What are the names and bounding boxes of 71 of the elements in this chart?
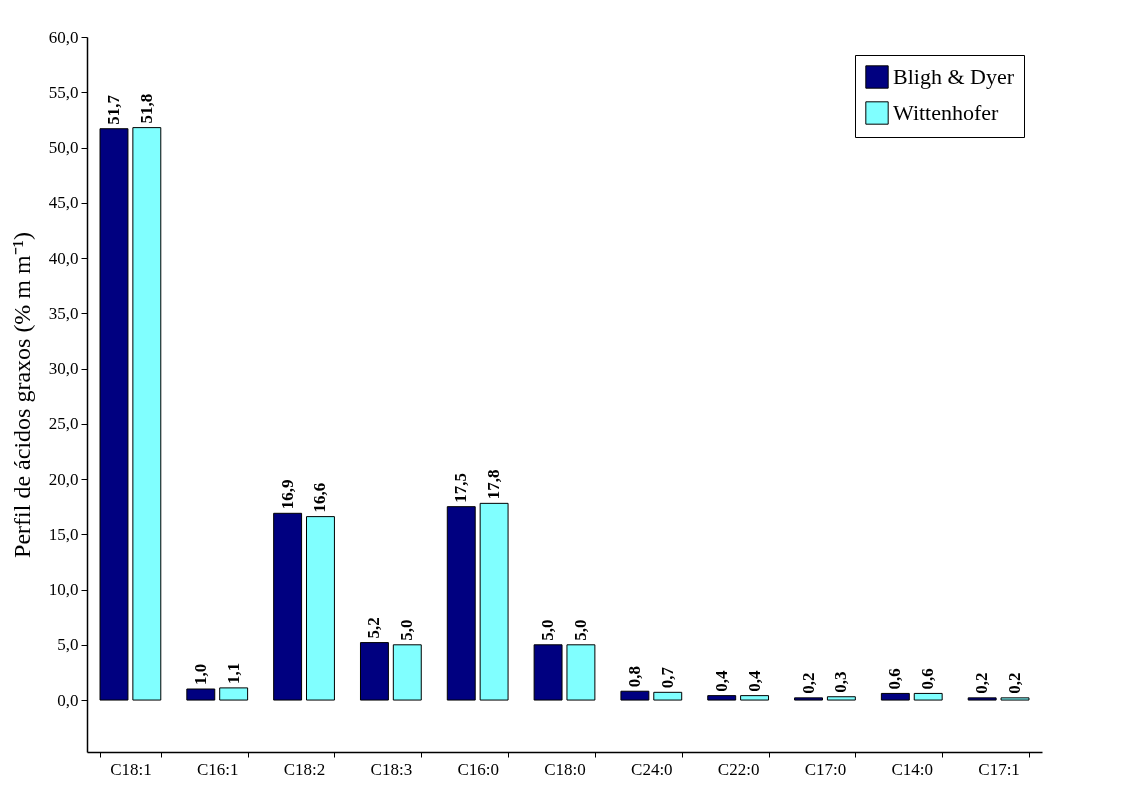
x-tick-label: C14:0 [891,759,934,779]
y-tick-label: 5,0 [57,635,79,655]
bar [533,644,563,701]
bar [794,697,823,701]
bar [219,687,249,701]
data-label: 16,6 [310,482,330,513]
data-label: 0,6 [885,668,905,690]
bar [967,697,997,701]
bar [273,512,303,701]
data-label: 5,0 [397,619,417,641]
bar [826,696,856,701]
data-label: 5,0 [538,619,558,641]
y-tick-label: 55,0 [48,82,79,102]
x-tick-label: C18:3 [370,759,413,779]
y-tick-label: 0,0 [57,690,79,710]
y-tick-label: 20,0 [48,469,79,489]
legend-label: Wittenhofer [893,100,1000,125]
bar [1000,697,1030,701]
y-tick-label: 35,0 [48,303,79,323]
x-tick-label: C18:2 [283,759,326,779]
y-tick-label: 45,0 [48,193,79,213]
bar [913,692,943,701]
data-label: 17,8 [484,469,504,500]
data-label: 0,8 [624,665,644,688]
data-label: 0,2 [798,672,818,694]
y-tick-label: 40,0 [48,248,79,268]
x-tick-label: C24:0 [631,759,673,779]
bar [99,128,129,701]
x-tick-label: C17:1 [978,759,1020,779]
bar [479,502,509,701]
bar [707,695,737,701]
legend-label: Bligh & Dyer [893,64,1015,89]
x-tick-label: C16:1 [196,759,239,779]
data-label: 0,4 [711,669,731,692]
bar [392,644,422,701]
y-tick-label: 30,0 [48,359,79,379]
data-label: 0,4 [744,669,764,692]
data-label: 5,2 [364,617,384,639]
data-label: 0,7 [657,666,677,689]
bar [653,691,683,701]
bar [132,127,162,701]
y-tick-label: 25,0 [48,414,79,434]
bar [880,692,910,701]
bar [740,695,770,701]
data-label: 16,9 [277,479,297,510]
data-label: 1,1 [223,662,243,684]
data-label: 1,0 [190,663,210,686]
bar [359,642,389,701]
y-axis-title: Perfil de ácidos graxos (% m m⁻¹) [8,232,35,558]
x-tick-label: C17:0 [804,759,847,779]
y-tick-label: 50,0 [48,138,79,158]
x-tick-label: C16:0 [457,759,499,779]
bar [186,688,216,701]
x-tick-label: C18:0 [544,759,586,779]
y-tick-label: 15,0 [48,524,79,544]
bar [446,506,476,701]
data-label: 51,8 [136,93,156,124]
bar [620,690,650,701]
data-label: 0,2 [1005,672,1025,694]
data-label: 0,6 [918,668,938,690]
data-label: 5,0 [570,619,590,641]
y-tick-label: 60,0 [48,27,79,47]
data-label: 51,7 [103,94,123,125]
x-tick-label: C18:1 [110,759,152,779]
y-tick-label: 10,0 [48,580,79,600]
bar [306,516,335,701]
x-tick-label: C22:0 [717,759,760,779]
bar [566,644,596,701]
data-label: 0,2 [972,672,992,694]
data-label: 0,3 [831,671,851,693]
data-label: 17,5 [451,472,471,503]
